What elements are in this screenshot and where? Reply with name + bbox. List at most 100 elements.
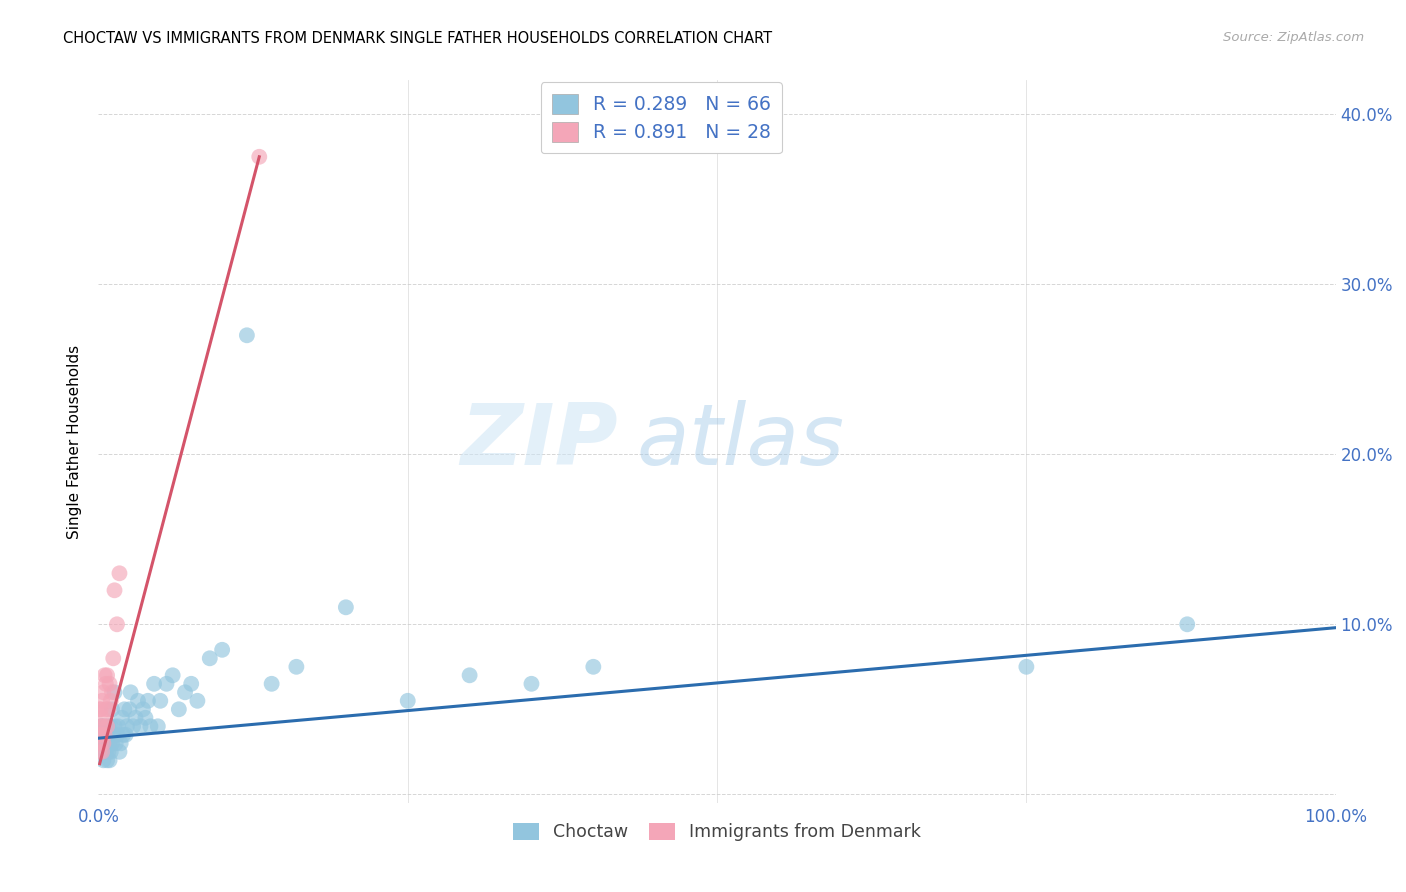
Point [96, 719, 118, 733]
Point [112, 728, 135, 742]
Point [93, 728, 115, 742]
Point [97, 745, 120, 759]
Point [186, 694, 208, 708]
Point [198, 651, 221, 665]
Point [136, 694, 159, 708]
Point [236, 328, 259, 343]
Point [104, 736, 127, 750]
Point [103, 651, 125, 665]
Point [90, 736, 112, 750]
Point [98, 677, 121, 691]
Point [129, 719, 152, 733]
Point [146, 719, 169, 733]
Point [155, 677, 177, 691]
Point [100, 745, 122, 759]
Point [93, 668, 115, 682]
Point [108, 566, 131, 581]
Point [91, 728, 114, 742]
Point [122, 719, 145, 733]
Legend: Choctaw, Immigrants from Denmark: Choctaw, Immigrants from Denmark [506, 815, 928, 848]
Point [91, 728, 114, 742]
Point [101, 685, 124, 699]
Point [96, 728, 118, 742]
Point [96, 753, 118, 767]
Point [211, 642, 233, 657]
Point [124, 711, 146, 725]
Point [93, 719, 115, 733]
Point [105, 617, 128, 632]
Point [91, 711, 114, 725]
Point [93, 728, 115, 742]
Point [90, 719, 112, 733]
Point [118, 702, 141, 716]
Point [91, 719, 114, 733]
Point [1015, 660, 1038, 674]
Point [458, 668, 481, 682]
Point [98, 753, 121, 767]
Point [97, 719, 120, 733]
Point [396, 694, 419, 708]
Point [91, 736, 114, 750]
Point [100, 719, 122, 733]
Point [1175, 617, 1198, 632]
Point [93, 745, 115, 759]
Point [89, 745, 111, 759]
Point [112, 702, 135, 716]
Point [89, 728, 111, 742]
Text: atlas: atlas [637, 400, 845, 483]
Point [115, 719, 138, 733]
Point [110, 736, 132, 750]
Point [260, 677, 283, 691]
Point [91, 745, 114, 759]
Point [132, 702, 155, 716]
Point [93, 736, 115, 750]
Point [98, 736, 121, 750]
Point [335, 600, 357, 615]
Point [94, 736, 117, 750]
Point [94, 677, 117, 691]
Point [103, 728, 125, 742]
Point [94, 745, 117, 759]
Point [100, 694, 122, 708]
Text: Source: ZipAtlas.com: Source: ZipAtlas.com [1223, 31, 1364, 45]
Point [127, 694, 149, 708]
Point [120, 685, 142, 699]
Point [103, 583, 125, 598]
Point [93, 736, 115, 750]
Point [143, 677, 166, 691]
Point [96, 668, 118, 682]
Point [90, 736, 112, 750]
Point [167, 702, 190, 716]
Point [285, 660, 308, 674]
Point [107, 719, 129, 733]
Point [101, 736, 124, 750]
Point [149, 694, 172, 708]
Point [134, 711, 156, 725]
Point [94, 702, 117, 716]
Point [91, 694, 114, 708]
Text: ZIP: ZIP [460, 400, 619, 483]
Point [89, 702, 111, 716]
Point [247, 150, 270, 164]
Y-axis label: Single Father Households: Single Father Households [66, 344, 82, 539]
Point [520, 677, 543, 691]
Point [162, 668, 184, 682]
Point [103, 685, 125, 699]
Point [108, 745, 131, 759]
Point [90, 719, 112, 733]
Point [582, 660, 605, 674]
Point [90, 702, 112, 716]
Point [101, 702, 124, 716]
Point [103, 719, 125, 733]
Point [93, 753, 115, 767]
Point [111, 711, 134, 725]
Point [180, 677, 202, 691]
Point [174, 685, 197, 699]
Point [93, 719, 115, 733]
Point [114, 728, 136, 742]
Point [97, 702, 120, 716]
Text: CHOCTAW VS IMMIGRANTS FROM DENMARK SINGLE FATHER HOUSEHOLDS CORRELATION CHART: CHOCTAW VS IMMIGRANTS FROM DENMARK SINGL… [63, 31, 772, 46]
Point [105, 728, 128, 742]
Point [93, 685, 115, 699]
Point [139, 719, 162, 733]
